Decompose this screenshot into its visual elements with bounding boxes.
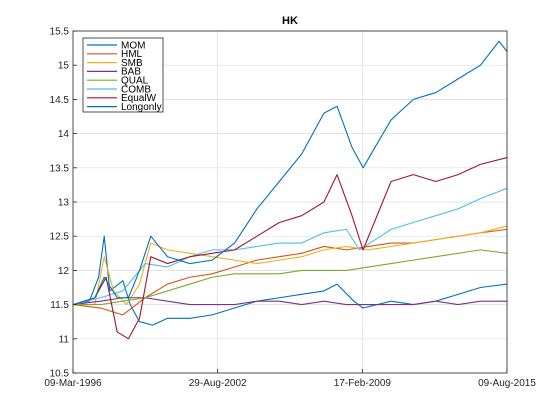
legend-label-equalw: EqualW [121,93,157,104]
y-tick-label: 13 [58,198,70,209]
y-tick-label: 13.5 [50,163,70,174]
legend-box [82,37,164,113]
x-tick-label: 09-Mar-1996 [44,378,102,389]
series-line-longonly [72,40,508,306]
legend-label-longonly: Longonly [121,102,162,113]
legend-label-mom: MOM [121,40,145,51]
x-tick-label: 09-Aug-2015 [478,378,536,389]
y-tick-label: 15 [58,61,70,72]
series-line-bab [72,297,507,306]
legend-label-bab: BAB [121,67,141,78]
series-line-qual [73,249,508,306]
y-tick-label: 12.5 [50,232,70,243]
y-tick-label: 15.5 [50,27,70,38]
legend-label-hml: HML [121,49,143,60]
legend-label-qual: QUAL [121,76,149,87]
legend-label-smb: SMB [121,58,143,69]
y-tick-label: 14.5 [50,95,70,106]
legend-label-comb: COMB [121,84,151,95]
y-tick-label: 14 [58,129,70,140]
y-axis: 10.5 11 11.5 12 12.5 13 13.5 14 14.5 15 15.5 [50,27,77,380]
x-axis: 09-Mar-1996 29-Aug-2002 17-Feb-2009 09-Aug-… [44,369,536,389]
x-tick-label: 29-Aug-2002 [189,378,247,389]
y-tick-label: 10.5 [50,369,70,380]
y-tick-label: 11 [59,334,70,345]
y-tick-label: 11.5 [50,300,69,311]
series-line-smb [73,225,508,306]
x-tick-label: 17-Feb-2009 [334,378,392,389]
y-tick-label: 12 [58,266,70,277]
chart-title: HK [282,15,298,27]
series-line-equalw [72,157,508,340]
series-lines [72,40,508,340]
